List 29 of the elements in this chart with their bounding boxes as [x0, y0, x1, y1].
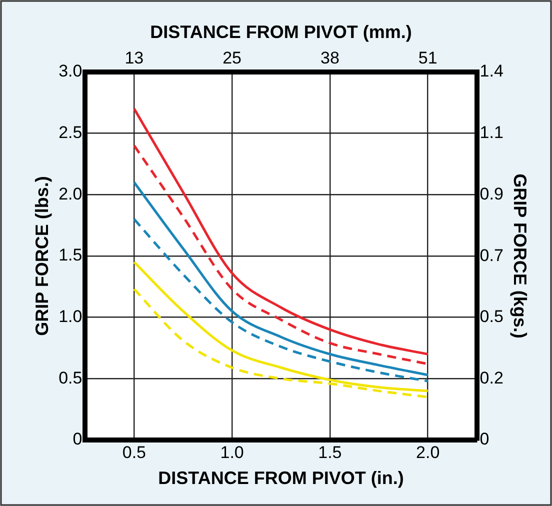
- line-series: [132, 181, 430, 376]
- x-tick-label: 1.5: [318, 442, 342, 462]
- y-tick-label: 0: [72, 430, 82, 449]
- x-tick-label: 1.0: [220, 442, 244, 462]
- x-tick-label: 2.0: [416, 442, 440, 462]
- y-tick-label: 2.5: [58, 123, 82, 142]
- y2-tick-label: 0.5: [480, 306, 504, 326]
- y2-tick-label: 0.9: [480, 184, 504, 204]
- x2-tick-label: 25: [222, 48, 242, 68]
- x2-tick-label: 38: [320, 48, 340, 68]
- y2-tick-label: 0.2: [480, 368, 504, 388]
- y2-axis-title: GRIP FORCE (kgs.): [510, 174, 530, 338]
- x2-axis-title: DISTANCE FROM PIVOT (mm.): [150, 22, 412, 42]
- x-axis-title: DISTANCE FROM PIVOT (in.): [158, 468, 404, 488]
- y2-tick-label: 0.7: [480, 246, 504, 265]
- line-series: [132, 108, 430, 356]
- x2-tick-label: 13: [124, 48, 144, 68]
- y-axis-title: GRIP FORCE (lbs.): [32, 176, 52, 336]
- x-tick-label: 0.5: [122, 442, 146, 462]
- x2-tick-label: 51: [418, 48, 438, 68]
- y-tick-label: 1.5: [58, 246, 82, 265]
- line-series: [132, 218, 430, 382]
- y2-tick-label: 0: [480, 430, 490, 449]
- y-tick-label: 2.0: [58, 184, 82, 204]
- y2-tick-label: 1.1: [480, 123, 504, 142]
- y2-tick-label: 1.4: [480, 62, 504, 81]
- y-tick-label: 3.0: [58, 62, 82, 81]
- y-tick-label: 0.5: [58, 368, 82, 388]
- y-tick-label: 1.0: [58, 307, 82, 326]
